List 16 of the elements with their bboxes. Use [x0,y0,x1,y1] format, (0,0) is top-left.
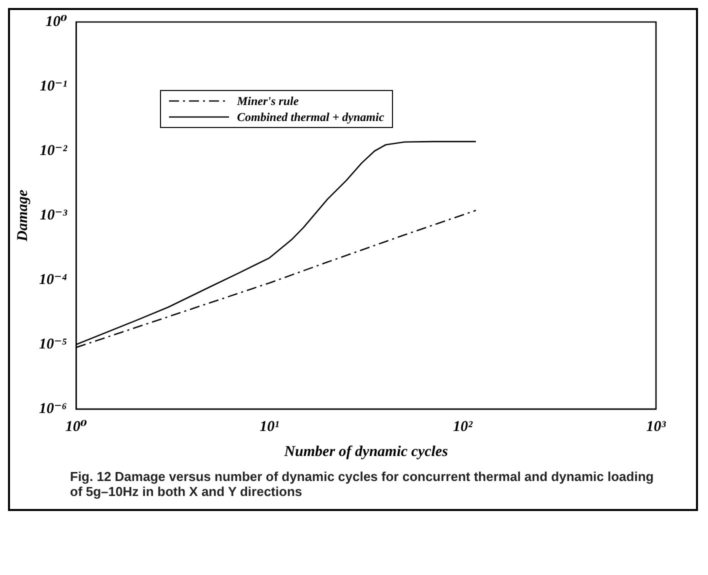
y-tick-label: 10⁻³ [40,207,68,224]
y-tick-label: 10⁻⁴ [38,272,68,288]
y-tick-label: 10⁻¹ [40,78,68,94]
caption: Fig. 12 Damage versus number of dynamic cycles for concurrent thermal and dynamic loading of 5g–10Hz in both X and Y directions [69,468,655,501]
legend-label: Miner's rule [237,93,299,109]
legend-label: Combined thermal + dynamic [237,109,384,125]
x-tick-label: 10⁰ [65,418,88,435]
x-axis-title: Number of dynamic cycles [283,444,448,460]
y-tick-label: 10⁻⁶ [38,400,68,417]
y-axis-title: Damage [14,189,31,242]
y-tick-label: 10⁻⁵ [38,336,68,352]
y-tick-label: 10⁰ [46,14,68,30]
y-tick-label: 10⁻² [40,142,68,159]
x-tick-label: 10³ [646,418,666,435]
x-tick-label: 10² [452,418,473,435]
x-tick-label: 10¹ [260,418,280,435]
